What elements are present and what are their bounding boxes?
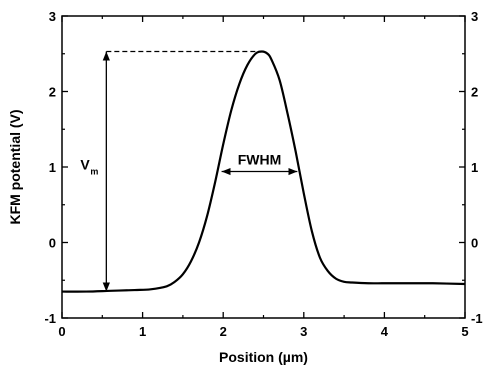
- y-tick-label-right: 1: [471, 160, 478, 175]
- y-tick-label-left: 3: [49, 9, 56, 24]
- x-tick-label: 3: [300, 324, 307, 339]
- y-tick-label-left: 0: [49, 236, 56, 251]
- x-tick-label: 1: [139, 324, 146, 339]
- x-axis-title: Position (µm): [219, 349, 308, 365]
- y-tick-label-right: 2: [471, 85, 478, 100]
- vm-label-subscript: m: [90, 166, 98, 176]
- axes-layer: 0 1 2 3 4 5-1 -10 01 12 23 3: [44, 9, 482, 339]
- x-tick-label: 0: [58, 324, 65, 339]
- y-axis-title: KFM potential (V): [7, 109, 23, 224]
- y-tick-label-right: 3: [471, 9, 478, 24]
- fwhm-label: FWHM: [238, 152, 282, 168]
- y-tick-label-right: -1: [471, 311, 483, 326]
- y-tick-label-left: -1: [44, 311, 56, 326]
- x-tick-label: 4: [381, 324, 389, 339]
- vm-label: V: [80, 156, 90, 172]
- y-tick-label-right: 0: [471, 236, 478, 251]
- x-tick-label: 5: [461, 324, 468, 339]
- y-tick-label-left: 1: [49, 160, 56, 175]
- x-tick-label: 2: [220, 324, 227, 339]
- y-tick-label-left: 2: [49, 85, 56, 100]
